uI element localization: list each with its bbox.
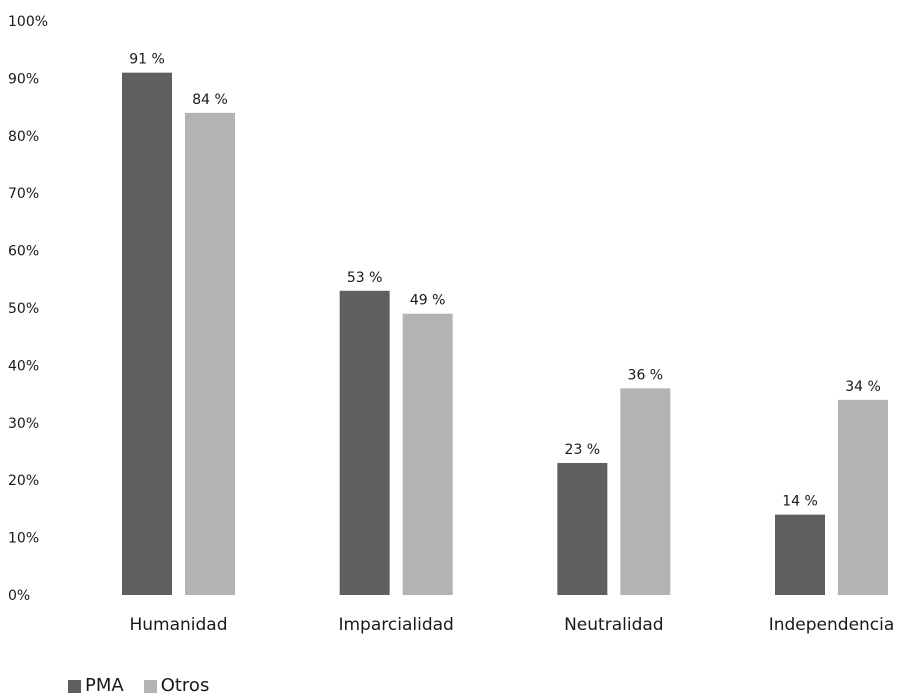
legend-swatch-pma: [68, 679, 81, 693]
bar-otros-neutralidad: [620, 388, 671, 595]
category-label: Imparcialidad: [338, 615, 453, 635]
category-label: Humanidad: [129, 615, 227, 635]
bars: [122, 72, 889, 595]
bar-otros-imparcialidad: [402, 313, 453, 595]
category-label: Neutralidad: [564, 615, 663, 635]
legend-item-otros: Otros: [143, 675, 210, 696]
y-tick-label: 30%: [8, 416, 39, 432]
data-label: 91 %: [129, 52, 165, 68]
y-tick-label: 80%: [8, 129, 39, 145]
y-tick-label: 20%: [8, 473, 39, 489]
y-tick-label: 50%: [8, 301, 39, 317]
data-label: 49 %: [410, 293, 446, 309]
legend: PMA Otros: [68, 676, 229, 696]
y-tick-label: 70%: [8, 186, 39, 202]
y-tick-label: 10%: [8, 531, 39, 547]
data-label: 84 %: [192, 92, 228, 108]
data-label: 14 %: [782, 494, 818, 510]
bar-chart: 0% 10% 20% 30% 40% 50% 60% 70% 80% 90% 100% 91 % 84…: [8, 14, 894, 635]
category-label: Independencia: [769, 615, 895, 635]
category-labels: Humanidad Imparcialidad Neutralidad Indepen…: [129, 615, 894, 635]
data-label: 34 %: [845, 379, 881, 395]
y-axis-ticks: 0% 10% 20% 30% 40% 50% 60% 70% 80% 90% 100%: [8, 14, 48, 604]
bar-pma-humanidad: [122, 72, 172, 595]
legend-label-otros: Otros: [160, 675, 210, 696]
legend-label-pma: PMA: [85, 675, 124, 696]
y-tick-label: 100%: [8, 14, 48, 30]
legend-item-pma: PMA: [68, 676, 124, 696]
bar-pma-neutralidad: [557, 462, 608, 595]
data-label: 36 %: [628, 367, 664, 383]
bar-otros-humanidad: [185, 112, 235, 595]
legend-swatch-otros: [143, 679, 157, 693]
data-label: 23 %: [565, 442, 601, 458]
data-label: 53 %: [347, 270, 383, 286]
y-tick-label: 0%: [8, 588, 30, 604]
y-tick-label: 90%: [8, 71, 39, 87]
y-tick-label: 60%: [8, 244, 39, 260]
bar-pma-independencia: [775, 514, 826, 595]
bar-otros-independencia: [838, 399, 889, 595]
data-labels: 91 % 84 % 53 % 49 % 23 % 36 % 14 % 34 %: [129, 52, 881, 510]
bar-pma-imparcialidad: [339, 290, 390, 595]
y-tick-label: 40%: [8, 358, 39, 374]
